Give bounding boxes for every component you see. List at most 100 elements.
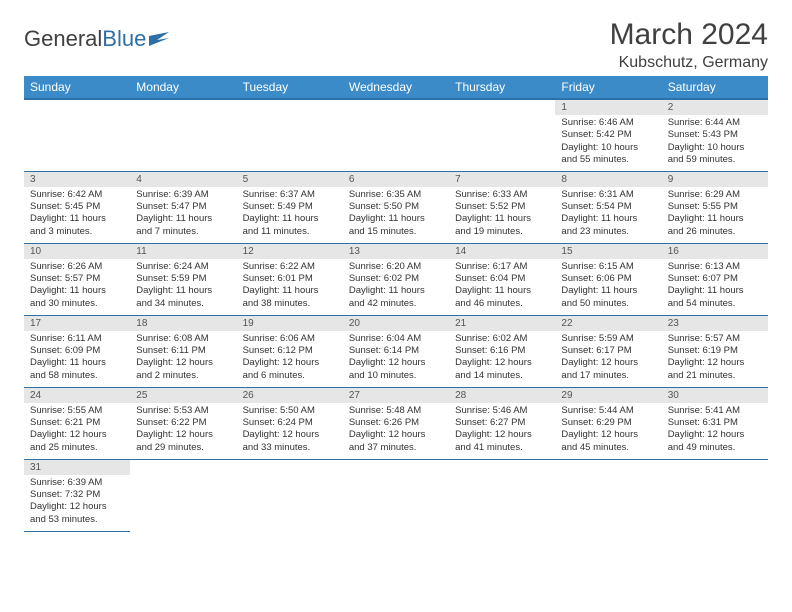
day-number: 16 [662, 244, 768, 259]
day-details: Sunrise: 6:35 AMSunset: 5:50 PMDaylight:… [343, 187, 449, 241]
calendar-day: 25Sunrise: 5:53 AMSunset: 6:22 PMDayligh… [130, 387, 236, 459]
day-details: Sunrise: 5:59 AMSunset: 6:17 PMDaylight:… [555, 331, 661, 385]
sunset-text: Sunset: 5:54 PM [561, 201, 655, 213]
calendar-day: 22Sunrise: 5:59 AMSunset: 6:17 PMDayligh… [555, 315, 661, 387]
sunset-text: Sunset: 6:26 PM [349, 417, 443, 429]
sunset-text: Sunset: 6:16 PM [455, 345, 549, 357]
daylight-text: Daylight: 12 hours and 2 minutes. [136, 357, 230, 382]
calendar-day: 6Sunrise: 6:35 AMSunset: 5:50 PMDaylight… [343, 171, 449, 243]
day-number: 20 [343, 316, 449, 331]
sunset-text: Sunset: 5:59 PM [136, 273, 230, 285]
daylight-text: Daylight: 12 hours and 41 minutes. [455, 429, 549, 454]
day-number: 15 [555, 244, 661, 259]
calendar-header: SundayMondayTuesdayWednesdayThursdayFrid… [24, 76, 768, 99]
day-number: 8 [555, 172, 661, 187]
sunrise-text: Sunrise: 6:33 AM [455, 189, 549, 201]
calendar-day: 20Sunrise: 6:04 AMSunset: 6:14 PMDayligh… [343, 315, 449, 387]
day-number: 28 [449, 388, 555, 403]
daylight-text: Daylight: 11 hours and 46 minutes. [455, 285, 549, 310]
day-details: Sunrise: 6:06 AMSunset: 6:12 PMDaylight:… [237, 331, 343, 385]
logo: GeneralBlue [24, 26, 169, 52]
day-number: 10 [24, 244, 130, 259]
day-number: 13 [343, 244, 449, 259]
daylight-text: Daylight: 12 hours and 45 minutes. [561, 429, 655, 454]
day-details: Sunrise: 5:48 AMSunset: 6:26 PMDaylight:… [343, 403, 449, 457]
sunrise-text: Sunrise: 6:24 AM [136, 261, 230, 273]
calendar-day [555, 459, 661, 531]
day-details: Sunrise: 6:37 AMSunset: 5:49 PMDaylight:… [237, 187, 343, 241]
logo-text-blue: Blue [102, 26, 146, 52]
daylight-text: Daylight: 11 hours and 34 minutes. [136, 285, 230, 310]
calendar-day: 1Sunrise: 6:46 AMSunset: 5:42 PMDaylight… [555, 99, 661, 171]
sunset-text: Sunset: 5:49 PM [243, 201, 337, 213]
day-details: Sunrise: 6:20 AMSunset: 6:02 PMDaylight:… [343, 259, 449, 313]
sunset-text: Sunset: 6:07 PM [668, 273, 762, 285]
sunrise-text: Sunrise: 6:26 AM [30, 261, 124, 273]
logo-text-general: General [24, 26, 102, 52]
day-number: 23 [662, 316, 768, 331]
daylight-text: Daylight: 12 hours and 53 minutes. [30, 501, 124, 526]
daylight-text: Daylight: 12 hours and 17 minutes. [561, 357, 655, 382]
calendar-day: 23Sunrise: 5:57 AMSunset: 6:19 PMDayligh… [662, 315, 768, 387]
daylight-text: Daylight: 12 hours and 14 minutes. [455, 357, 549, 382]
sunrise-text: Sunrise: 6:04 AM [349, 333, 443, 345]
daylight-text: Daylight: 11 hours and 15 minutes. [349, 213, 443, 238]
calendar-day [343, 459, 449, 531]
calendar-day: 26Sunrise: 5:50 AMSunset: 6:24 PMDayligh… [237, 387, 343, 459]
daylight-text: Daylight: 11 hours and 58 minutes. [30, 357, 124, 382]
daylight-text: Daylight: 12 hours and 6 minutes. [243, 357, 337, 382]
daylight-text: Daylight: 10 hours and 59 minutes. [668, 142, 762, 167]
sunset-text: Sunset: 6:12 PM [243, 345, 337, 357]
weekday-header: Thursday [449, 76, 555, 99]
sunrise-text: Sunrise: 6:20 AM [349, 261, 443, 273]
calendar-day: 9Sunrise: 6:29 AMSunset: 5:55 PMDaylight… [662, 171, 768, 243]
sunset-text: Sunset: 6:04 PM [455, 273, 549, 285]
sunset-text: Sunset: 5:50 PM [349, 201, 443, 213]
day-number: 7 [449, 172, 555, 187]
calendar-day: 15Sunrise: 6:15 AMSunset: 6:06 PMDayligh… [555, 243, 661, 315]
day-details: Sunrise: 6:29 AMSunset: 5:55 PMDaylight:… [662, 187, 768, 241]
calendar-day: 13Sunrise: 6:20 AMSunset: 6:02 PMDayligh… [343, 243, 449, 315]
sunrise-text: Sunrise: 5:53 AM [136, 405, 230, 417]
day-number: 27 [343, 388, 449, 403]
calendar-day: 19Sunrise: 6:06 AMSunset: 6:12 PMDayligh… [237, 315, 343, 387]
daylight-text: Daylight: 11 hours and 11 minutes. [243, 213, 337, 238]
sunrise-text: Sunrise: 6:35 AM [349, 189, 443, 201]
day-details: Sunrise: 6:04 AMSunset: 6:14 PMDaylight:… [343, 331, 449, 385]
calendar-day: 3Sunrise: 6:42 AMSunset: 5:45 PMDaylight… [24, 171, 130, 243]
day-number: 17 [24, 316, 130, 331]
day-number: 31 [24, 460, 130, 475]
sunset-text: Sunset: 5:57 PM [30, 273, 124, 285]
day-number: 3 [24, 172, 130, 187]
calendar-day: 2Sunrise: 6:44 AMSunset: 5:43 PMDaylight… [662, 99, 768, 171]
day-details: Sunrise: 6:24 AMSunset: 5:59 PMDaylight:… [130, 259, 236, 313]
sunrise-text: Sunrise: 6:39 AM [30, 477, 124, 489]
day-details: Sunrise: 6:33 AMSunset: 5:52 PMDaylight:… [449, 187, 555, 241]
sunset-text: Sunset: 6:09 PM [30, 345, 124, 357]
weekday-header: Friday [555, 76, 661, 99]
sunrise-text: Sunrise: 6:22 AM [243, 261, 337, 273]
weekday-header: Wednesday [343, 76, 449, 99]
daylight-text: Daylight: 11 hours and 50 minutes. [561, 285, 655, 310]
weekday-header: Monday [130, 76, 236, 99]
day-details: Sunrise: 6:26 AMSunset: 5:57 PMDaylight:… [24, 259, 130, 313]
day-number: 24 [24, 388, 130, 403]
day-number: 19 [237, 316, 343, 331]
calendar-day [449, 99, 555, 171]
sunrise-text: Sunrise: 6:39 AM [136, 189, 230, 201]
sunrise-text: Sunrise: 6:37 AM [243, 189, 337, 201]
sunrise-text: Sunrise: 5:55 AM [30, 405, 124, 417]
day-details: Sunrise: 6:22 AMSunset: 6:01 PMDaylight:… [237, 259, 343, 313]
calendar-day: 28Sunrise: 5:46 AMSunset: 6:27 PMDayligh… [449, 387, 555, 459]
daylight-text: Daylight: 12 hours and 49 minutes. [668, 429, 762, 454]
sunset-text: Sunset: 5:47 PM [136, 201, 230, 213]
calendar-day: 8Sunrise: 6:31 AMSunset: 5:54 PMDaylight… [555, 171, 661, 243]
daylight-text: Daylight: 11 hours and 19 minutes. [455, 213, 549, 238]
day-details: Sunrise: 5:50 AMSunset: 6:24 PMDaylight:… [237, 403, 343, 457]
day-details: Sunrise: 6:46 AMSunset: 5:42 PMDaylight:… [555, 115, 661, 169]
calendar-day: 31Sunrise: 6:39 AMSunset: 7:32 PMDayligh… [24, 459, 130, 531]
calendar-day [237, 459, 343, 531]
calendar-day [449, 459, 555, 531]
sunset-text: Sunset: 6:21 PM [30, 417, 124, 429]
calendar-table: SundayMondayTuesdayWednesdayThursdayFrid… [24, 76, 768, 532]
